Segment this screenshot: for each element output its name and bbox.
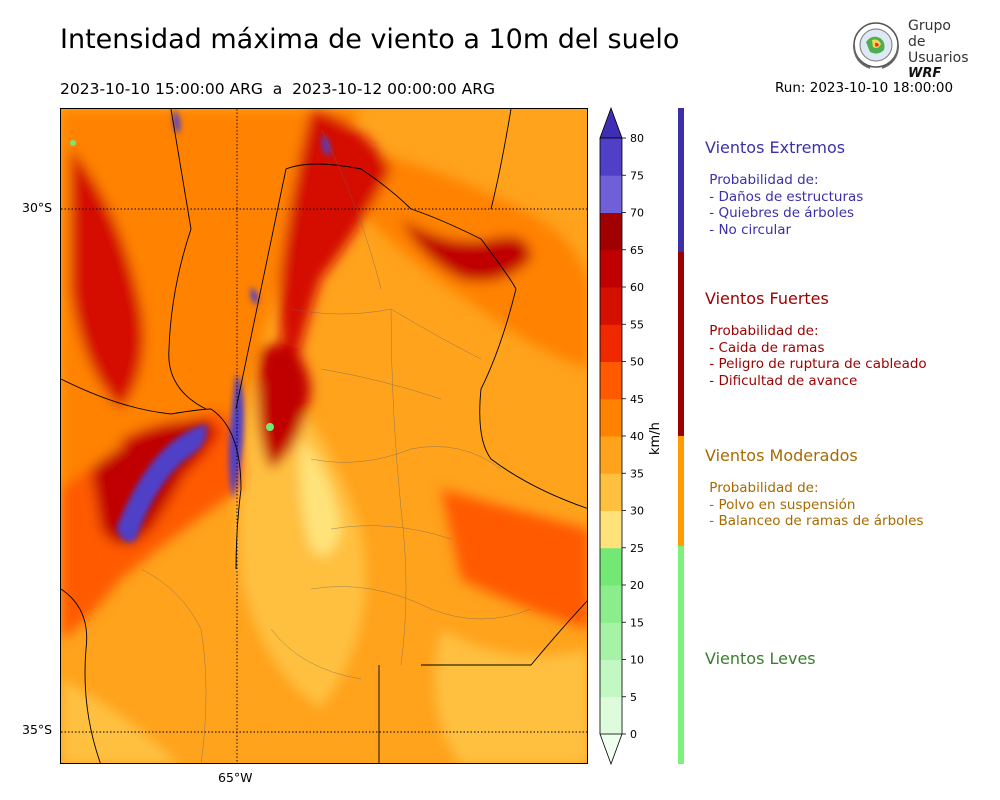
colorbar-tick-label: 80 (630, 132, 644, 145)
colorbar-tick-label: 35 (630, 467, 644, 480)
graticule (61, 109, 587, 763)
colorbar-tick-label: 40 (630, 430, 644, 443)
logo-text: Grupo de Usuarios WRF (908, 18, 970, 82)
colorbar-segment (600, 585, 622, 623)
colorbar-segment (600, 547, 622, 586)
light-wind-patch (266, 423, 274, 431)
colorbar-segment (600, 622, 622, 660)
category-moderate-desc: Probabilidad de: - Polvo en suspensión -… (709, 480, 924, 529)
category-light-title: Vientos Leves (705, 649, 816, 668)
colorbar-segment (600, 249, 622, 288)
colorbar-segment (600, 436, 622, 474)
stripe-light (678, 546, 684, 764)
colorbar-tick-label: 15 (630, 616, 644, 629)
colorbar-segment (600, 138, 622, 176)
category-extreme-title: Vientos Extremos (705, 138, 846, 157)
category-extreme-desc: Probabilidad de: - Daños de estructuras … (709, 172, 864, 238)
province-boundaries (61, 109, 587, 763)
colorbar-tick-label: 75 (630, 169, 644, 182)
colorbar-segment (600, 361, 622, 400)
logo-line-2: Usuarios (908, 50, 969, 66)
colorbar-extend-max (599, 106, 623, 139)
colorbar-segment (600, 398, 622, 437)
colorbar-segment (600, 510, 622, 549)
extreme-wind-patches (116, 109, 331, 543)
colorbar-tick-label: 5 (630, 691, 637, 704)
colorbar-tick-label: 50 (630, 356, 644, 369)
colorbar: 0 5 10 15 20 25 30 35 40 45 50 55 60 65 70 75 80 (599, 106, 644, 766)
colorbar-tick-label: 20 (630, 579, 644, 592)
colorbar-segment (600, 324, 622, 362)
colorbar-tick-label: 60 (630, 281, 644, 294)
colorbar-tick-label: 65 (630, 244, 644, 257)
logo-line-1: Grupo de (908, 18, 951, 50)
stripe-extreme (678, 108, 684, 252)
lat-label-35s: 35°S (22, 722, 53, 737)
globe-emblem-icon (853, 22, 899, 69)
wrf-group-logo: Grupo de Usuarios WRF (848, 18, 970, 81)
colorbar-segments (599, 106, 623, 766)
stripe-moderate (678, 436, 684, 546)
colorbar-tick-label: 45 (630, 393, 644, 406)
category-strong-title: Vientos Fuertes (705, 289, 829, 308)
map-title: Intensidad máxima de viento a 10m del su… (60, 24, 680, 55)
colorbar-segment (600, 287, 622, 325)
colorbar-segment (600, 175, 622, 213)
lon-label-65w: 65°W (218, 770, 253, 785)
category-strong-desc: Probabilidad de: - Caida de ramas - Peli… (709, 323, 927, 389)
colorbar-tick-label: 0 (630, 728, 637, 741)
logo-line-3: WRF (908, 66, 942, 81)
colorbar-tick-label: 10 (630, 654, 644, 667)
colorbar-ticks: 0 5 10 15 20 25 30 35 40 45 50 55 60 65 70 75 80 (622, 132, 644, 741)
colorbar-segment (600, 696, 622, 735)
wind-field-svg (61, 109, 587, 763)
colorbar-extend-min (599, 733, 623, 766)
colorbar-unit-label: km/h (648, 422, 663, 455)
stripe-strong (678, 252, 684, 436)
colorbar-tick-label: 30 (630, 505, 644, 518)
colorbar-segment (600, 659, 622, 698)
wind-map (60, 108, 588, 764)
run-timestamp: Run: 2023-10-10 18:00:00 (775, 80, 954, 96)
category-moderate-title: Vientos Moderados (705, 446, 858, 465)
forecast-period: 2023-10-10 15:00:00 ARG a 2023-10-12 00:… (60, 80, 496, 98)
light-wind-patch (70, 140, 76, 146)
colorbar-segment (600, 473, 622, 511)
colorbar-tick-label: 55 (630, 318, 644, 331)
lat-label-30s: 30°S (22, 200, 53, 215)
colorbar-segment (600, 212, 622, 251)
colorbar-tick-label: 70 (630, 207, 644, 220)
department-boundaries (140, 128, 532, 763)
colorbar-tick-label: 25 (630, 542, 644, 555)
